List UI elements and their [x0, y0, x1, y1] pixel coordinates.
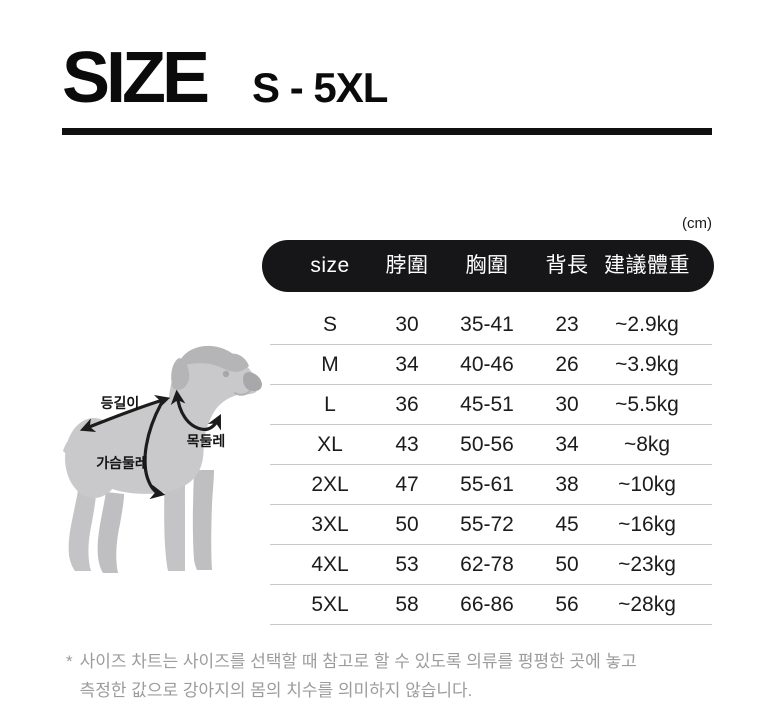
- cell-weight: ~8kg: [623, 433, 671, 456]
- size-table-header: size 脖圍 胸圍 背長 建議體重: [262, 240, 714, 292]
- size-table-body: S 30 35-41 23 ~2.9kg M 34 40-46 26 ~3.9k…: [262, 305, 714, 625]
- column-header-neck: 脖圍: [385, 254, 429, 277]
- neck-girth-label: 목둘레: [186, 433, 226, 449]
- cell-chest: 45-51: [460, 393, 514, 416]
- back-length-label: 등길이: [100, 395, 140, 411]
- table-row: 3XL 50 55-72 45 ~16kg: [262, 505, 714, 545]
- cell-back: 26: [555, 353, 579, 376]
- cell-chest: 55-61: [460, 473, 514, 496]
- cell-neck: 43: [395, 433, 419, 456]
- cell-back: 45: [555, 513, 579, 536]
- neck-girth-arrow: [170, 389, 221, 432]
- column-header-weight: 建議體重: [604, 254, 690, 277]
- cell-neck: 58: [395, 593, 419, 616]
- column-header-back: 背長: [545, 254, 589, 277]
- cell-neck: 50: [395, 513, 419, 536]
- table-row: 5XL 58 66-86 56 ~28kg: [262, 585, 714, 625]
- column-header-size: size: [310, 254, 350, 277]
- title-divider: [62, 128, 712, 135]
- cell-chest: 50-56: [460, 433, 514, 456]
- cell-chest: 62-78: [460, 553, 514, 576]
- cell-chest: 55-72: [460, 513, 514, 536]
- cell-back: 34: [555, 433, 579, 456]
- title-row: SIZE S - 5XL: [62, 38, 388, 118]
- cell-neck: 36: [395, 393, 419, 416]
- cell-weight: ~16kg: [618, 513, 676, 536]
- unit-label: (cm): [682, 215, 712, 232]
- cell-size: 4XL: [311, 553, 349, 576]
- cell-neck: 34: [395, 353, 419, 376]
- table-row: S 30 35-41 23 ~2.9kg: [262, 305, 714, 345]
- cell-back: 23: [555, 313, 579, 336]
- cell-chest: 35-41: [460, 313, 514, 336]
- cell-chest: 66-86: [460, 593, 514, 616]
- size-range-label: S - 5XL: [252, 64, 388, 111]
- back-length-arrow: [79, 394, 171, 433]
- cell-size: XL: [317, 433, 343, 456]
- cell-size: M: [321, 353, 339, 376]
- column-header-chest: 胸圍: [465, 254, 509, 277]
- footnote-line1: 사이즈 차트는 사이즈를 선택할 때 참고로 할 수 있도록 의류를 평평한 곳…: [79, 652, 637, 671]
- page-title: SIZE: [62, 38, 210, 118]
- chest-girth-label: 가슴둘레: [96, 455, 148, 471]
- cell-size: L: [324, 393, 336, 416]
- dog-head-markings: [171, 345, 262, 396]
- cell-weight: ~28kg: [618, 593, 676, 616]
- table-row: M 34 40-46 26 ~3.9kg: [262, 345, 714, 385]
- dog-illustration: [63, 345, 262, 573]
- cell-weight: ~5.5kg: [615, 393, 679, 416]
- chest-girth-arrow: [143, 402, 166, 500]
- cell-weight: ~3.9kg: [615, 353, 679, 376]
- cell-weight: ~2.9kg: [615, 313, 679, 336]
- cell-size: 5XL: [311, 593, 349, 616]
- cell-neck: 53: [395, 553, 419, 576]
- footnote-marker: *: [66, 652, 73, 671]
- cell-neck: 30: [395, 313, 419, 336]
- cell-size: S: [322, 313, 337, 336]
- cell-back: 56: [555, 593, 579, 616]
- table-row: L 36 45-51 30 ~5.5kg: [262, 385, 714, 425]
- cell-back: 30: [555, 393, 579, 416]
- cell-back: 50: [555, 553, 579, 576]
- table-row: XL 43 50-56 34 ~8kg: [262, 425, 714, 465]
- footnote: * 사이즈 차트는 사이즈를 선택할 때 참고로 할 수 있도록 의류를 평평한…: [66, 647, 726, 705]
- table-row: 4XL 53 62-78 50 ~23kg: [262, 545, 714, 585]
- dog-measurement-diagram: 등길이 목둘레 가슴둘레: [30, 330, 270, 620]
- footnote-text: 사이즈 차트는 사이즈를 선택할 때 참고로 할 수 있도록 의류를 평평한 곳…: [80, 647, 637, 705]
- footnote-line2: 측정한 값으로 강아지의 몸의 치수를 의미하지 않습니다.: [79, 681, 473, 700]
- cell-back: 38: [555, 473, 579, 496]
- cell-size: 2XL: [311, 473, 349, 496]
- cell-neck: 47: [395, 473, 419, 496]
- cell-chest: 40-46: [460, 353, 514, 376]
- table-row: 2XL 47 55-61 38 ~10kg: [262, 465, 714, 505]
- cell-weight: ~10kg: [618, 473, 676, 496]
- cell-weight: ~23kg: [618, 553, 676, 576]
- cell-size: 3XL: [311, 513, 349, 536]
